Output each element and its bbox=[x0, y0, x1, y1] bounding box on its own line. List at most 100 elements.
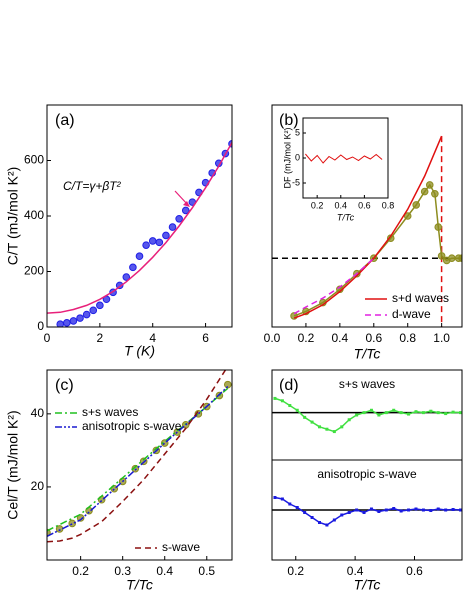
data-point bbox=[355, 413, 359, 417]
legend-label: s+s waves bbox=[82, 405, 138, 419]
series-line bbox=[47, 142, 232, 314]
data-point bbox=[175, 214, 183, 223]
data-point bbox=[425, 181, 434, 189]
x-tick-label: 0.2 bbox=[298, 331, 315, 345]
data-point bbox=[431, 190, 439, 198]
data-point bbox=[362, 411, 366, 415]
x-tick-label: 0.2 bbox=[287, 564, 304, 578]
data-point bbox=[429, 409, 433, 413]
data-point bbox=[392, 408, 396, 412]
data-point bbox=[429, 509, 433, 512]
data-point bbox=[420, 187, 429, 196]
plot-area bbox=[47, 370, 232, 543]
data-point bbox=[434, 223, 443, 231]
x-tick-label: 0.0 bbox=[264, 331, 281, 345]
x-tick-label: 0.8 bbox=[382, 200, 395, 210]
x-tick-label: 0.6 bbox=[365, 331, 382, 345]
data-point bbox=[448, 254, 456, 262]
data-point bbox=[63, 319, 71, 327]
data-point bbox=[399, 509, 403, 513]
data-point bbox=[325, 427, 329, 431]
x-tick-label: 0.5 bbox=[198, 564, 215, 578]
series-label: anisotropic s-wave bbox=[317, 467, 417, 481]
data-point bbox=[325, 523, 329, 527]
legend-label: s+d waves bbox=[392, 291, 449, 305]
y-tick-label: 20 bbox=[31, 479, 45, 493]
panel-label: (c) bbox=[55, 377, 74, 394]
data-point bbox=[76, 314, 84, 322]
plot-frame bbox=[302, 117, 389, 199]
data-point bbox=[332, 430, 336, 434]
plot-area bbox=[272, 396, 462, 434]
data-point bbox=[288, 404, 292, 408]
data-point bbox=[155, 238, 164, 247]
data-point bbox=[135, 252, 144, 261]
data-point bbox=[273, 396, 277, 400]
annotation-arrowhead bbox=[183, 201, 190, 207]
plot-frame bbox=[271, 104, 463, 328]
data-point bbox=[436, 411, 440, 415]
series-line bbox=[274, 496, 461, 526]
x-tick-label: 0.4 bbox=[156, 564, 173, 578]
data-point bbox=[444, 412, 448, 416]
data-point bbox=[273, 496, 277, 499]
data-point bbox=[168, 223, 177, 231]
data-point bbox=[414, 410, 418, 414]
series-line bbox=[47, 385, 229, 537]
series-label: s+s waves bbox=[339, 377, 395, 391]
series-line bbox=[47, 387, 229, 532]
data-point bbox=[96, 301, 104, 310]
y-tick-label: 600 bbox=[24, 153, 44, 167]
data-point bbox=[392, 507, 396, 510]
data-point bbox=[55, 525, 64, 533]
x-tick-label: 0.8 bbox=[399, 331, 416, 345]
x-tick-label: 0.3 bbox=[114, 564, 131, 578]
data-point bbox=[403, 212, 412, 220]
data-point bbox=[369, 408, 373, 412]
y-axis-title: DF (mJ/mol K²) bbox=[282, 128, 292, 189]
x-tick-label: 0 bbox=[44, 331, 51, 345]
plot-frame bbox=[46, 369, 233, 561]
plot-area bbox=[47, 140, 232, 327]
y-tick-label: 400 bbox=[24, 208, 44, 222]
data-point bbox=[377, 510, 381, 513]
x-tick-label: 0.6 bbox=[358, 200, 371, 210]
data-point bbox=[407, 508, 411, 512]
series-line bbox=[47, 370, 227, 543]
x-axis-title: T (K) bbox=[124, 343, 155, 359]
x-tick-label: 2 bbox=[97, 331, 104, 345]
x-tick-label: 6 bbox=[202, 331, 209, 345]
y-tick-label: 0 bbox=[37, 319, 44, 333]
x-axis-title: T/Tc bbox=[337, 212, 355, 222]
data-point bbox=[444, 508, 448, 512]
data-point bbox=[280, 497, 284, 501]
series-line bbox=[274, 397, 461, 433]
data-point bbox=[142, 241, 150, 249]
panel-label: (a) bbox=[55, 112, 75, 129]
x-tick-label: 0.2 bbox=[72, 564, 89, 578]
data-point bbox=[129, 263, 137, 272]
data-point bbox=[347, 418, 351, 422]
y-tick-label: -5 bbox=[292, 177, 300, 187]
data-point bbox=[451, 410, 455, 414]
legend-label: anisotropic s-wave bbox=[82, 419, 182, 433]
x-tick-label: 0.4 bbox=[335, 200, 348, 210]
series-line bbox=[293, 257, 375, 315]
data-point bbox=[340, 513, 344, 517]
data-point bbox=[310, 516, 314, 519]
data-point bbox=[355, 508, 359, 512]
data-point bbox=[288, 502, 292, 506]
data-point bbox=[377, 413, 381, 417]
data-point bbox=[280, 399, 284, 403]
plot-frame bbox=[46, 104, 233, 328]
x-axis-title: T/Tc bbox=[354, 577, 381, 593]
data-point bbox=[340, 425, 344, 429]
legend-label: d-wave bbox=[392, 307, 431, 321]
data-point bbox=[162, 231, 170, 240]
annotation: C/T=γ+βT² bbox=[63, 179, 122, 193]
data-point bbox=[181, 206, 190, 215]
panel-label: (d) bbox=[279, 377, 299, 394]
series-line bbox=[293, 135, 443, 319]
